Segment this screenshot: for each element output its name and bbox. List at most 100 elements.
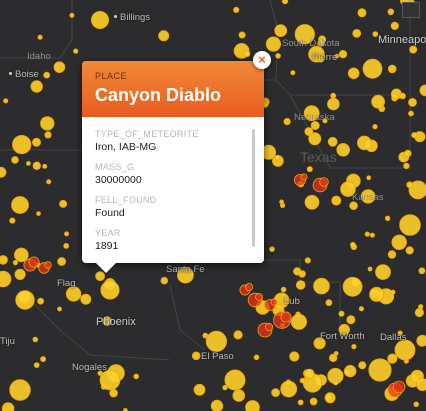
- meteorite-marker: [290, 313, 307, 330]
- field-key-mass: MASS_G: [95, 162, 135, 172]
- meteorite-marker: [333, 380, 339, 386]
- meteorite-marker: [338, 310, 345, 317]
- meteorite-marker: [43, 71, 51, 79]
- meteorite-marker: [53, 61, 66, 73]
- meteorite-marker: [265, 36, 281, 52]
- meteorite-marker: [12, 259, 18, 266]
- meteorite-marker: [30, 80, 43, 93]
- close-icon[interactable]: ×: [253, 51, 271, 69]
- city-label-dallas: Dallas: [380, 332, 407, 343]
- meteorite-marker: [406, 181, 414, 189]
- popup-scrollbar[interactable]: [252, 129, 255, 247]
- meteorite-marker: [37, 34, 43, 40]
- meteorite-marker: [329, 353, 338, 363]
- meteorite-marker: [73, 48, 79, 54]
- meteorite-marker: [283, 118, 291, 126]
- meteorite-marker: [40, 116, 55, 131]
- meteorite-marker: [349, 201, 358, 211]
- meteorite-marker: [3, 98, 9, 104]
- meteorite-marker: [57, 257, 67, 266]
- meteorite-marker: [0, 270, 12, 288]
- meteorite-marker: [233, 330, 243, 340]
- meteorite-marker: [298, 270, 306, 278]
- meteorite-marker: [279, 202, 286, 208]
- meteorite-marker: [289, 351, 300, 362]
- meteorite-marker: [336, 143, 351, 157]
- meteorite-marker: [80, 293, 92, 305]
- meteorite-marker: [304, 368, 315, 379]
- meteorite-marker: [269, 246, 275, 253]
- meteorite-marker: [369, 286, 385, 302]
- meteorite-marker: [368, 358, 392, 382]
- meteorite-marker: [222, 384, 228, 391]
- meteorite-marker: [13, 247, 29, 263]
- meteorite-marker: [369, 232, 375, 238]
- meteorite-marker: [191, 351, 201, 361]
- city-label-nogales: Nogales: [72, 362, 107, 373]
- zoom-control[interactable]: [402, 2, 420, 18]
- meteorite-marker: [271, 388, 281, 398]
- meteorite-marker: [14, 268, 26, 280]
- meteorite-marker: [91, 10, 110, 30]
- meteorite-marker: [15, 290, 35, 310]
- meteorite-marker: [327, 136, 338, 147]
- meteorite-marker: [351, 343, 357, 350]
- meteorite-marker: [319, 177, 329, 187]
- meteorite-marker: [347, 67, 360, 80]
- popup-body[interactable]: TYPE_OF_METEORITE Iron, IAB-MG MASS_G 30…: [82, 117, 264, 263]
- meteorite-marker: [282, 0, 289, 5]
- field-key-year: YEAR: [95, 228, 121, 238]
- meteorite-marker: [309, 397, 318, 406]
- meteorite-marker: [360, 189, 376, 204]
- meteorite-marker: [350, 241, 356, 248]
- meteorite-marker: [334, 53, 340, 59]
- meteorite-marker: [233, 6, 240, 13]
- meteorite-marker: [176, 266, 194, 284]
- meteorite-marker: [294, 24, 315, 45]
- meteorite-marker: [295, 280, 306, 290]
- meteorite-marker: [28, 256, 40, 268]
- meteorite-marker: [413, 401, 420, 408]
- meteorite-marker: [95, 271, 105, 282]
- meteorite-marker: [280, 311, 292, 323]
- meteorite-marker: [330, 92, 337, 99]
- meteorite-marker: [32, 336, 39, 343]
- city-label-flagstaff: Flag: [57, 278, 76, 289]
- meteorite-marker: [338, 323, 351, 336]
- meteorite-marker: [306, 166, 313, 173]
- meteorite-marker: [274, 154, 281, 161]
- meteorite-marker: [391, 234, 407, 251]
- meteorite-marker: [59, 199, 68, 208]
- meteorite-marker: [253, 354, 260, 361]
- meteorite-marker: [317, 39, 325, 47]
- popup-tip: [96, 263, 116, 273]
- meteorite-marker: [414, 307, 424, 318]
- meteorite-marker: [384, 215, 391, 221]
- meteorite-marker: [12, 135, 32, 155]
- state-label-texas: Texas: [300, 149, 337, 165]
- meteorite-marker: [346, 315, 356, 325]
- meteorite-marker: [297, 399, 304, 406]
- meteorite-marker: [338, 50, 348, 59]
- state-label-kansas: Kansas: [352, 192, 384, 203]
- field-value-mass: 30000000: [95, 174, 142, 186]
- meteorite-marker: [394, 339, 416, 361]
- meteorite-marker: [325, 299, 333, 307]
- meteorite-marker: [419, 84, 426, 97]
- meteorite-marker: [304, 257, 311, 264]
- meteorite-marker: [280, 286, 287, 293]
- meteorite-marker: [42, 163, 48, 169]
- meteorite-marker: [340, 181, 356, 197]
- meteorite-marker: [404, 149, 412, 158]
- meteorite-marker: [44, 131, 52, 139]
- meteorite-marker: [352, 29, 362, 38]
- meteorite-marker: [102, 316, 112, 326]
- meteorite-marker: [366, 175, 372, 181]
- meteorite-marker: [364, 231, 370, 237]
- meteorite-marker: [210, 399, 224, 411]
- meteorite-marker: [310, 121, 320, 131]
- city-label-pierre: Pierre: [312, 52, 338, 63]
- field-value-fell-found: Found: [95, 207, 125, 219]
- meteorite-marker: [416, 334, 426, 347]
